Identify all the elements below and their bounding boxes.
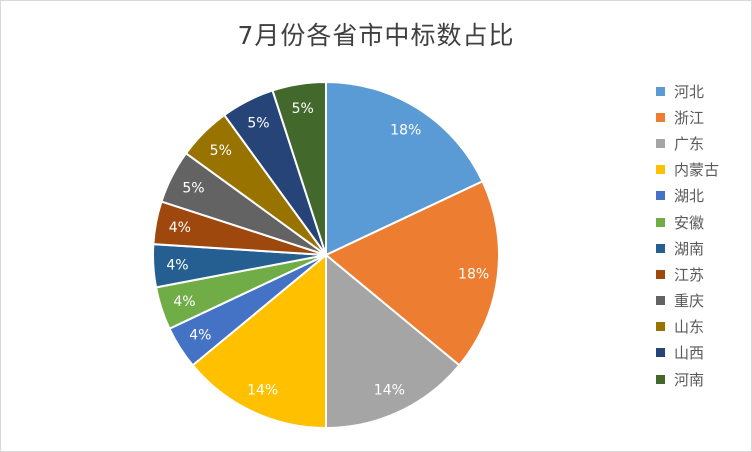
legend-swatch	[656, 191, 665, 201]
legend-item: 江苏	[656, 261, 719, 287]
data-label: 4%	[189, 328, 211, 344]
legend-swatch	[656, 348, 665, 358]
legend-label: 广东	[674, 134, 705, 153]
legend-label: 安徽	[674, 213, 705, 232]
legend-swatch	[656, 138, 665, 148]
data-label: 5%	[182, 180, 204, 196]
data-label: 5%	[210, 143, 232, 159]
data-label: 5%	[247, 115, 269, 131]
chart-title: 7月份各省市中标数占比	[237, 21, 515, 50]
legend-swatch	[656, 112, 665, 122]
data-label: 14%	[374, 383, 405, 399]
legend-label: 山西	[674, 344, 705, 363]
data-label: 18%	[390, 122, 421, 138]
legend-label: 河南	[674, 370, 705, 389]
legend-label: 内蒙古	[674, 161, 720, 180]
legend-label: 湖北	[674, 187, 705, 206]
pie-slice-浙江	[324, 180, 500, 367]
legend-item: 安徽	[656, 209, 719, 235]
data-label: 4%	[166, 257, 188, 273]
legend-swatch	[656, 217, 665, 227]
legend-swatch	[656, 374, 665, 384]
pie-slice-广东	[325, 252, 461, 430]
legend-label: 浙江	[674, 108, 705, 127]
data-label: 14%	[247, 383, 278, 399]
legend-label: 河北	[674, 82, 705, 101]
legend-item: 山东	[656, 314, 719, 340]
pie-slice-河南	[271, 80, 327, 256]
legend-item: 重庆	[656, 288, 719, 314]
legend-label: 重庆	[674, 292, 705, 311]
legend-swatch	[656, 165, 665, 175]
legend-item: 河北	[656, 78, 719, 104]
legend-label: 湖南	[674, 239, 705, 258]
data-label: 18%	[458, 267, 489, 283]
legend-swatch	[656, 243, 665, 253]
legend-item: 湖南	[656, 235, 719, 261]
legend-swatch	[656, 322, 665, 332]
pie-slice-河北	[325, 80, 484, 257]
legend-item: 河南	[656, 366, 719, 392]
data-label: 5%	[292, 101, 314, 117]
legend-item: 广东	[656, 130, 719, 156]
legend-item: 山西	[656, 340, 719, 366]
legend: 河北浙江广东内蒙古湖北安徽湖南江苏重庆山东山西河南	[656, 78, 719, 392]
legend-swatch	[656, 86, 665, 96]
legend-item: 内蒙古	[656, 157, 719, 183]
legend-item: 浙江	[656, 104, 719, 130]
pie-slice-内蒙古	[191, 252, 327, 430]
data-label: 4%	[169, 220, 191, 236]
legend-label: 江苏	[674, 265, 705, 284]
data-label: 4%	[173, 294, 195, 310]
legend-label: 山东	[674, 318, 705, 337]
legend-swatch	[656, 296, 665, 306]
legend-swatch	[656, 269, 665, 279]
legend-item: 湖北	[656, 183, 719, 209]
